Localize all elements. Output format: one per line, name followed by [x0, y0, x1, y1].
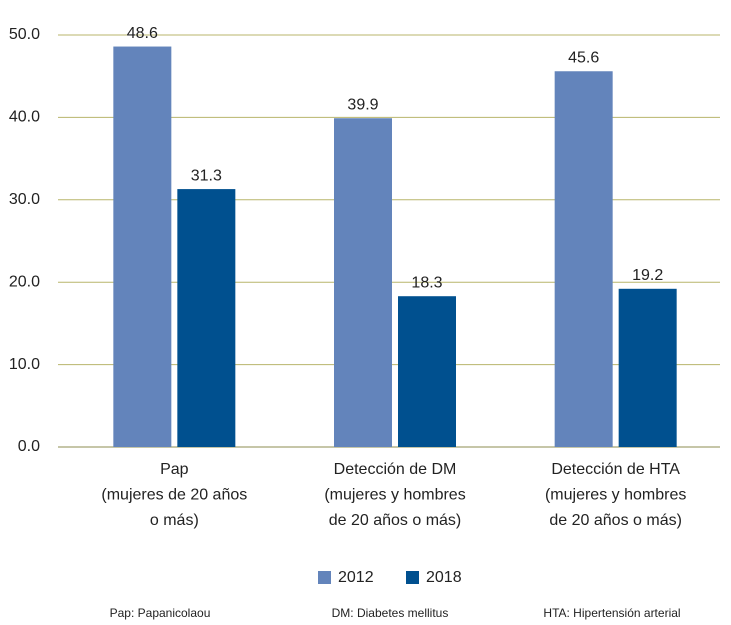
x-tick-label: de 20 años o más) — [549, 512, 682, 529]
bar — [113, 46, 172, 447]
bar — [177, 189, 236, 447]
footnote: DM: Diabetes mellitus — [332, 606, 449, 620]
y-tick-label: 10.0 — [9, 356, 40, 373]
y-tick-label: 40.0 — [9, 109, 40, 126]
bar — [618, 288, 677, 447]
y-tick-label: 50.0 — [9, 26, 40, 43]
footnote: Pap: Papanicolaou — [110, 606, 211, 620]
x-tick-label: Detección de HTA — [551, 461, 680, 478]
x-tick-label: Detección de DM — [334, 461, 457, 478]
value-label: 48.6 — [127, 25, 158, 42]
value-label: 18.3 — [411, 274, 442, 291]
x-tick-label: Pap — [160, 461, 189, 478]
value-label: 39.9 — [347, 96, 378, 113]
value-label: 19.2 — [632, 267, 663, 284]
value-label: 45.6 — [568, 49, 599, 66]
legend-swatch — [406, 571, 419, 584]
x-tick-label: (mujeres y hombres — [324, 487, 465, 504]
y-tick-label: 30.0 — [9, 191, 40, 208]
bar — [554, 71, 613, 448]
legend-label: 2012 — [338, 569, 374, 586]
x-tick-label: de 20 años o más) — [329, 512, 462, 529]
legend-label: 2018 — [426, 569, 462, 586]
x-tick-label: (mujeres de 20 años — [101, 487, 247, 504]
footnote: HTA: Hipertensión arterial — [543, 606, 680, 620]
y-tick-label: 20.0 — [9, 273, 40, 290]
y-tick-label: 0.0 — [18, 438, 40, 455]
value-label: 31.3 — [191, 167, 222, 184]
bar — [398, 296, 456, 447]
x-tick-label: (mujeres y hombres — [545, 487, 686, 504]
x-tick-label: o más) — [150, 512, 199, 529]
legend-swatch — [318, 571, 331, 584]
bar — [334, 118, 392, 447]
